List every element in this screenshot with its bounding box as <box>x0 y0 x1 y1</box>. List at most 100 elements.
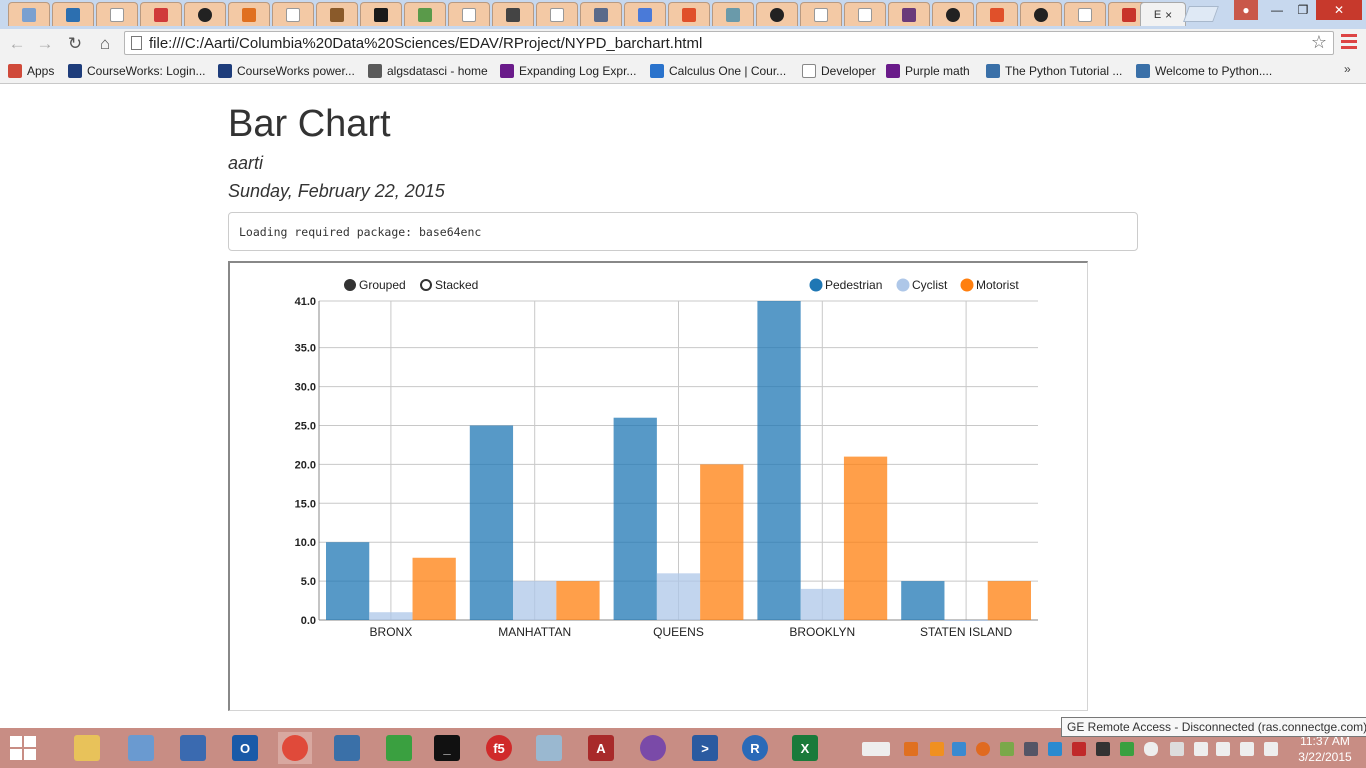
github-icon[interactable] <box>636 732 670 764</box>
browser-tab[interactable] <box>96 2 138 26</box>
bar-cyclist[interactable] <box>369 612 413 620</box>
forward-arrow-icon[interactable]: → <box>36 34 54 53</box>
browser-tab[interactable] <box>1064 2 1106 26</box>
network-signal-icon[interactable] <box>1240 742 1254 756</box>
bar-cyclist[interactable] <box>513 581 557 620</box>
bar-pedestrian[interactable] <box>901 581 945 620</box>
tab-close-icon[interactable]: × <box>1165 7 1173 22</box>
bookmark-item[interactable]: Welcome to Python.... <box>1136 62 1272 80</box>
browser-tab[interactable] <box>52 2 94 26</box>
network-icon[interactable] <box>124 732 158 764</box>
tray-app-icon[interactable] <box>952 742 966 756</box>
f5-tray-icon[interactable] <box>1170 742 1184 756</box>
mode-grouped-label[interactable]: Grouped <box>359 278 406 292</box>
browser-tab[interactable] <box>404 2 446 26</box>
bar-cyclist[interactable] <box>944 620 988 621</box>
mode-grouped-radio-icon[interactable] <box>344 279 356 291</box>
browser-tab[interactable] <box>8 2 50 26</box>
command-prompt-icon[interactable]: _ <box>430 732 464 764</box>
power-icon[interactable] <box>1216 742 1230 756</box>
browser-tab[interactable] <box>844 2 886 26</box>
tray-app-icon[interactable] <box>930 742 944 756</box>
browser-tab[interactable] <box>272 2 314 26</box>
legend-label[interactable]: Pedestrian <box>825 278 882 292</box>
url-text[interactable]: file:///C:/Aarti/Columbia%20Data%20Scien… <box>149 35 703 52</box>
new-tab-button[interactable] <box>1183 6 1219 22</box>
user-profile-icon[interactable]: ● <box>1234 0 1258 20</box>
bar-pedestrian[interactable] <box>613 417 657 620</box>
bookmarks-overflow-button[interactable]: » <box>1344 62 1351 76</box>
tray-app-icon[interactable] <box>1048 742 1062 756</box>
file-explorer-icon[interactable] <box>70 732 104 764</box>
remote-desktop-icon[interactable] <box>176 732 210 764</box>
r-icon[interactable]: R <box>738 732 772 764</box>
bookmark-item[interactable]: Calculus One | Cour... <box>650 62 786 80</box>
bookmark-item[interactable]: CourseWorks power... <box>218 62 355 80</box>
browser-tab[interactable] <box>888 2 930 26</box>
browser-tab[interactable] <box>712 2 754 26</box>
browser-tab[interactable] <box>536 2 578 26</box>
bar-motorist[interactable] <box>412 557 456 620</box>
browser-tab[interactable] <box>976 2 1018 26</box>
tray-app-icon[interactable] <box>1096 742 1110 756</box>
powershell-icon[interactable]: > <box>688 732 722 764</box>
reload-icon[interactable]: ↻ <box>67 34 83 53</box>
media-player-icon[interactable] <box>382 732 416 764</box>
close-window-button[interactable]: ✕ <box>1316 0 1362 20</box>
bar-motorist[interactable] <box>987 581 1031 620</box>
tray-app-icon[interactable] <box>1072 742 1086 756</box>
home-icon[interactable]: ⌂ <box>99 34 111 53</box>
tray-app-icon[interactable] <box>1000 742 1014 756</box>
python-icon[interactable] <box>330 732 364 764</box>
outlook-icon[interactable]: O <box>228 732 262 764</box>
back-arrow-icon[interactable]: ← <box>8 34 26 53</box>
bookmark-item[interactable]: Expanding Log Expr... <box>500 62 636 80</box>
browser-tab[interactable] <box>448 2 490 26</box>
cloud-icon[interactable] <box>1144 742 1158 756</box>
start-button[interactable] <box>10 736 38 762</box>
bar-pedestrian[interactable] <box>326 542 370 620</box>
browser-tab[interactable] <box>756 2 798 26</box>
maximize-button[interactable]: ❐ <box>1297 3 1309 17</box>
bar-motorist[interactable] <box>843 456 888 620</box>
bookmark-star-icon[interactable]: ☆ <box>1310 32 1327 52</box>
bookmark-item[interactable]: Apps <box>8 62 54 80</box>
browser-tab[interactable] <box>668 2 710 26</box>
browser-tab[interactable] <box>316 2 358 26</box>
legend-label[interactable]: Motorist <box>976 278 1019 292</box>
bookmark-item[interactable]: Purple math <box>886 62 970 80</box>
legend-marker-icon[interactable] <box>809 278 823 292</box>
bookmark-item[interactable]: algsdatasci - home <box>368 62 488 80</box>
volume-icon[interactable] <box>1194 742 1208 756</box>
minimize-button[interactable]: — <box>1271 3 1283 17</box>
mode-stacked-label[interactable]: Stacked <box>435 278 478 292</box>
bar-motorist[interactable] <box>700 464 744 620</box>
legend-label[interactable]: Cyclist <box>912 278 948 292</box>
browser-tab[interactable] <box>624 2 666 26</box>
browser-tab[interactable] <box>228 2 270 26</box>
tray-app-icon[interactable] <box>976 742 990 756</box>
bookmark-item[interactable]: The Python Tutorial ... <box>986 62 1122 80</box>
browser-tab[interactable] <box>140 2 182 26</box>
f5-vpn-icon[interactable]: f5 <box>482 732 516 764</box>
bar-pedestrian[interactable] <box>757 301 801 620</box>
browser-tab[interactable] <box>360 2 402 26</box>
browser-menu-icon[interactable] <box>1341 34 1357 50</box>
browser-tab[interactable] <box>492 2 534 26</box>
flag-icon[interactable] <box>1264 742 1278 756</box>
legend-marker-icon[interactable] <box>960 278 974 292</box>
address-bar[interactable]: file:///C:/Aarti/Columbia%20Data%20Scien… <box>124 31 1334 55</box>
keyboard-icon[interactable] <box>862 742 890 756</box>
bookmark-item[interactable]: CourseWorks: Login... <box>68 62 206 80</box>
browser-tab[interactable] <box>580 2 622 26</box>
legend-marker-icon[interactable] <box>896 278 910 292</box>
browser-tab[interactable] <box>800 2 842 26</box>
browser-tab[interactable] <box>932 2 974 26</box>
bar-cyclist[interactable] <box>656 573 701 620</box>
browser-tab[interactable] <box>1020 2 1062 26</box>
chrome-icon[interactable] <box>278 732 312 764</box>
java-icon[interactable] <box>904 742 918 756</box>
bar-pedestrian[interactable] <box>469 425 514 620</box>
bar-cyclist[interactable] <box>800 588 844 620</box>
tray-app-icon[interactable] <box>1024 742 1038 756</box>
